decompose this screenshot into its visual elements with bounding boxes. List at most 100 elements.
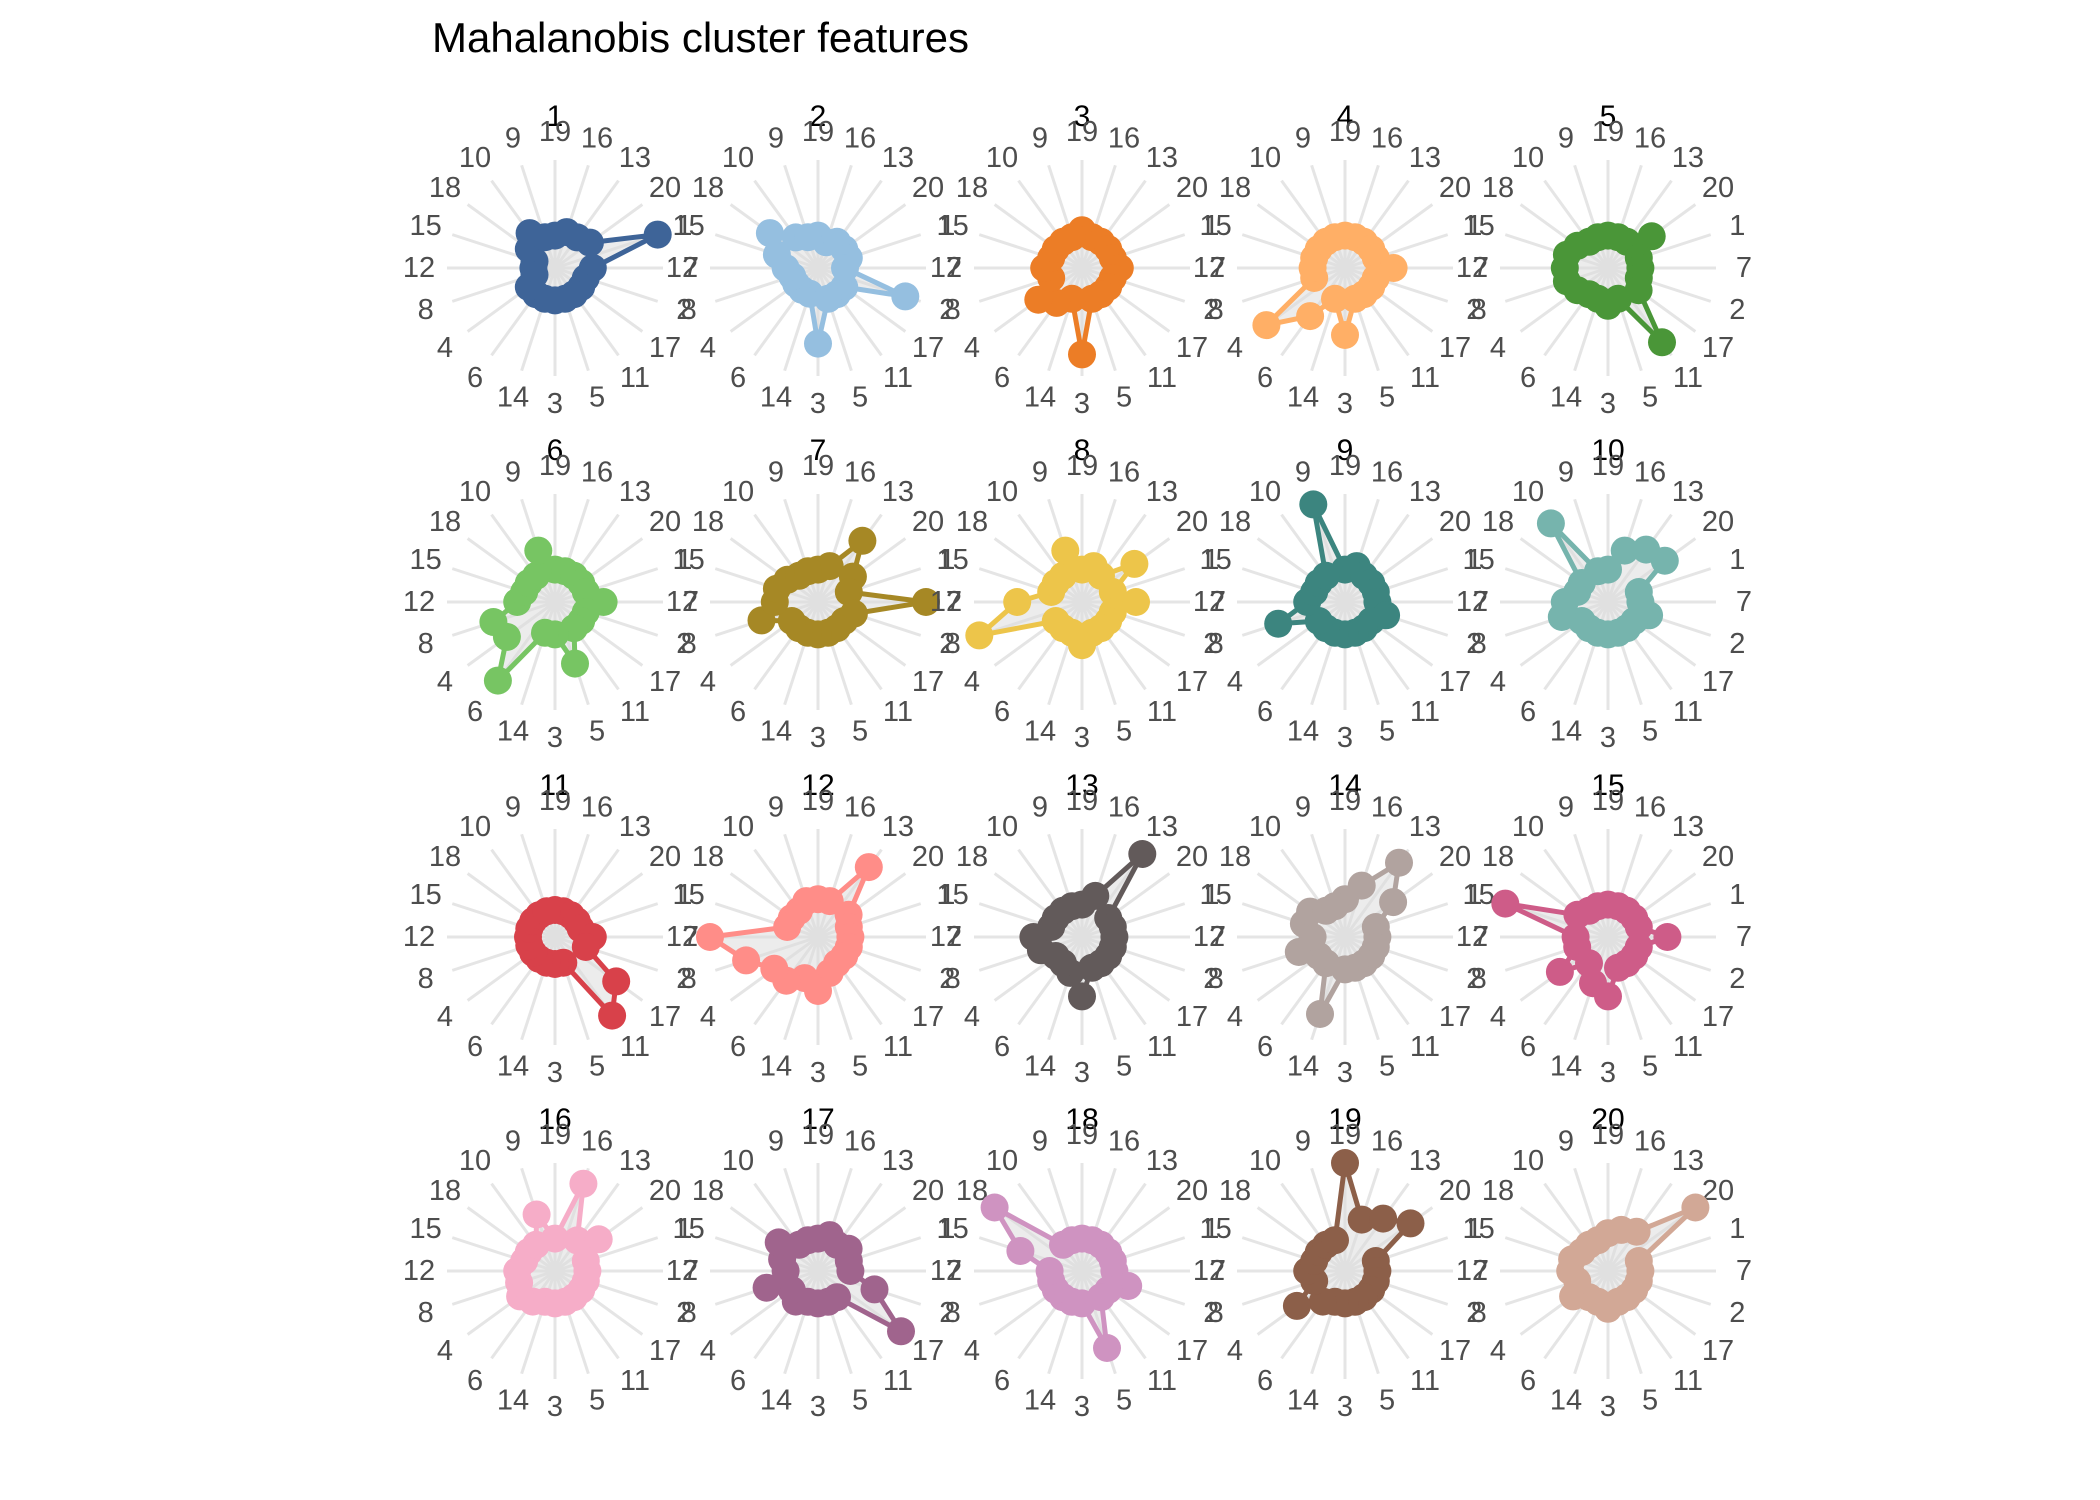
data-point-6 (483, 666, 512, 695)
spoke-label: 12 (930, 586, 962, 618)
spoke-label: 1 (939, 1213, 955, 1245)
spoke-label: 15 (410, 879, 442, 911)
spoke-label: 8 (681, 294, 697, 326)
data-point-9 (1051, 536, 1080, 565)
spoke-label: 8 (945, 294, 961, 326)
spoke-label: 3 (547, 1057, 563, 1089)
spoke-label: 11 (1410, 362, 1440, 394)
spoke-label: 17 (1439, 332, 1471, 364)
spoke-label: 8 (1208, 294, 1224, 326)
spoke-label: 8 (681, 963, 697, 995)
spoke-label: 4 (700, 1335, 716, 1367)
panel-title: 12 (801, 769, 834, 802)
spoke-label: 20 (1439, 1175, 1471, 1207)
spoke-label: 15 (1200, 544, 1232, 576)
spoke-label: 20 (1702, 841, 1734, 873)
spoke-label: 5 (1642, 715, 1658, 747)
data-point-3 (804, 329, 832, 358)
spoke-label: 12 (1456, 1255, 1488, 1287)
spoke-label: 12 (1456, 921, 1488, 953)
data-point-18 (764, 1228, 793, 1257)
spoke-label: 2 (939, 628, 955, 660)
spoke-label: 9 (1295, 1126, 1311, 1158)
spoke-label: 14 (1550, 1050, 1582, 1082)
spoke-label: 9 (505, 792, 521, 824)
spoke-label: 20 (1702, 172, 1734, 204)
spoke-label: 14 (1287, 1050, 1319, 1082)
spoke-label: 6 (994, 696, 1010, 728)
data-point-5 (561, 649, 589, 678)
spoke-label: 15 (673, 544, 705, 576)
spoke-label: 15 (1200, 879, 1232, 911)
spoke-label: 20 (912, 506, 944, 538)
spoke-label: 14 (497, 381, 529, 413)
spoke-label: 19 (1066, 116, 1098, 148)
spoke-label: 15 (937, 210, 969, 242)
data-point-7 (1653, 923, 1682, 951)
spoke-label: 7 (1210, 921, 1226, 953)
spoke-label: 10 (459, 1145, 491, 1177)
spoke-label: 7 (946, 586, 962, 618)
spoke-label: 14 (760, 1384, 792, 1416)
spoke-label: 9 (768, 1126, 784, 1158)
spoke-label: 18 (429, 841, 461, 873)
spoke-label: 15 (673, 1213, 705, 1245)
spoke-label: 17 (912, 666, 944, 698)
spoke-label: 8 (945, 628, 961, 660)
spoke-label: 15 (673, 879, 705, 911)
data-point-4 (1252, 311, 1281, 340)
spoke-label: 11 (1673, 1031, 1703, 1063)
spoke-label: 18 (1482, 172, 1514, 204)
spoke-label: 9 (1032, 457, 1048, 489)
spoke-label: 13 (1146, 476, 1178, 508)
data-point-13 (1622, 1217, 1651, 1246)
spoke-label: 19 (802, 450, 834, 482)
spoke-label: 12 (666, 252, 698, 284)
spoke-label: 15 (410, 544, 442, 576)
data-point-12 (1003, 588, 1032, 616)
spoke-label: 5 (589, 715, 605, 747)
spoke-label: 20 (1176, 841, 1208, 873)
data-point-13 (848, 526, 877, 555)
spoke-label: 14 (760, 381, 792, 413)
spoke-label: 9 (1295, 123, 1311, 155)
spoke-label: 14 (760, 715, 792, 747)
spoke-label: 3 (1074, 722, 1090, 754)
spoke-label: 13 (1409, 811, 1441, 843)
panel-title: 9 (1337, 434, 1354, 467)
spoke-label: 2 (1729, 1297, 1745, 1329)
spoke-label: 19 (802, 1119, 834, 1151)
spoke-label: 4 (437, 666, 453, 698)
data-point-9 (794, 557, 822, 586)
data-point-9 (1584, 1226, 1612, 1255)
spoke-label: 4 (700, 332, 716, 364)
data-point-4 (1024, 285, 1053, 314)
spoke-label: 20 (1439, 172, 1471, 204)
spoke-label: 18 (1219, 172, 1251, 204)
data-point-20 (1379, 888, 1408, 917)
spoke-label: 8 (1208, 1297, 1224, 1329)
spoke-label: 4 (1227, 666, 1243, 698)
spoke-label: 18 (429, 172, 461, 204)
spoke-label: 5 (1379, 1050, 1395, 1082)
spoke-label: 17 (1702, 1001, 1734, 1033)
spoke-label: 12 (403, 921, 435, 953)
spoke-label: 5 (1116, 1050, 1132, 1082)
spoke-label: 19 (802, 116, 834, 148)
spoke-label: 6 (467, 1365, 483, 1397)
spoke-label: 9 (1558, 1126, 1574, 1158)
spoke-label: 19 (1592, 116, 1624, 148)
data-point-9 (1584, 892, 1612, 921)
data-point-4 (760, 954, 789, 983)
spoke-label: 4 (700, 1001, 716, 1033)
spoke-label: 5 (1116, 715, 1132, 747)
spoke-label: 6 (1257, 1031, 1273, 1063)
spoke-label: 20 (1439, 841, 1471, 873)
data-point-9 (531, 223, 559, 252)
